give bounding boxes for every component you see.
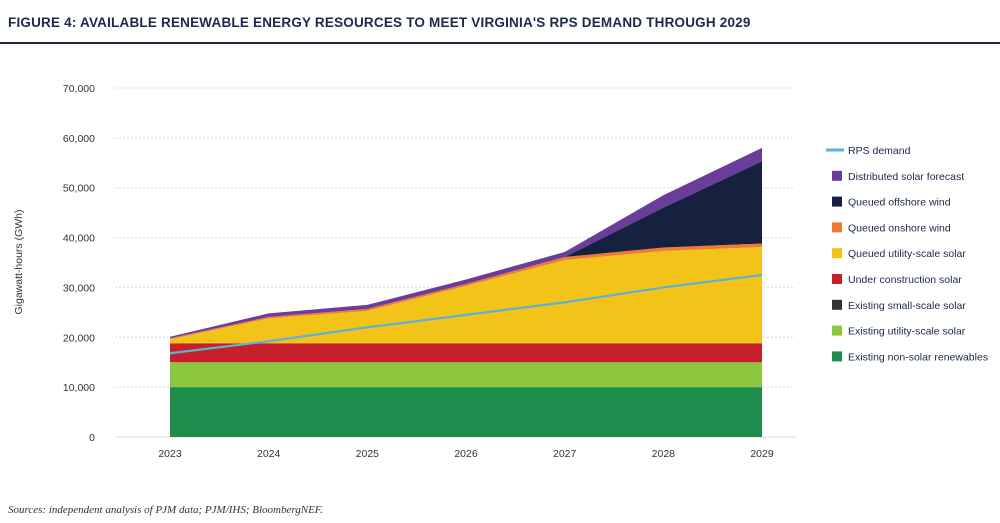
legend-item: Existing small-scale solar — [832, 299, 966, 312]
x-axis-ticks: 2023 2024 2025 2026 2027 2028 2029 — [158, 448, 774, 460]
legend-item: Queued onshore wind — [832, 222, 951, 234]
legend-item: Existing non-solar renewables — [832, 351, 988, 363]
legend-label: Existing utility-scale solar — [848, 326, 966, 338]
legend-item: Under construction solar — [832, 274, 962, 286]
y-axis-ticks: 70,000 60,000 50,000 40,000 30,000 20,000 10,0… — [63, 83, 95, 444]
legend-label: Queued utility-scale solar — [848, 248, 966, 260]
y-tick-label: 70,000 — [63, 83, 95, 95]
x-tick-label: 2023 — [158, 448, 182, 460]
legend-label: Existing small-scale solar — [848, 300, 966, 312]
y-tick-label: 30,000 — [63, 282, 95, 294]
legend-swatch — [832, 196, 842, 207]
legend-swatch — [832, 351, 842, 362]
area-existing-utility-scale-solar — [170, 362, 762, 388]
chart-title: FIGURE 4: AVAILABLE RENEWABLE ENERGY RES… — [8, 15, 751, 30]
x-tick-label: 2025 — [356, 448, 380, 460]
x-tick-label: 2024 — [257, 448, 281, 460]
area-queued-utility-scale-solar — [170, 247, 762, 344]
title-divider — [0, 42, 1000, 44]
legend-item: Distributed solar forecast — [832, 170, 964, 183]
y-tick-label: 60,000 — [63, 133, 95, 145]
y-tick-label: 50,000 — [63, 183, 95, 195]
legend-swatch — [832, 222, 842, 233]
y-tick-label: 40,000 — [63, 233, 95, 245]
legend-label: RPS demand — [848, 145, 911, 157]
legend-item: Existing utility-scale solar — [832, 325, 966, 338]
legend-label: Under construction solar — [848, 274, 962, 286]
y-tick-label: 0 — [89, 432, 95, 444]
x-tick-label: 2026 — [454, 448, 478, 460]
legend-swatch — [832, 170, 842, 181]
y-tick-label: 10,000 — [63, 382, 95, 394]
legend-label: Distributed solar forecast — [848, 171, 964, 183]
y-axis-label: Gigawatt-hours (GWh) — [13, 209, 25, 314]
legend-swatch — [832, 325, 842, 336]
legend: RPS demand Distributed solar forecast Queu… — [826, 145, 988, 363]
legend-swatch — [832, 299, 842, 310]
x-tick-label: 2028 — [652, 448, 676, 460]
area-existing-non-solar-renewables — [170, 387, 762, 437]
stacked-areas — [170, 147, 762, 437]
rps-demand-polyline — [169, 273, 763, 355]
legend-item: RPS demand — [826, 145, 911, 157]
legend-label: Queued onshore wind — [848, 222, 951, 234]
x-tick-label: 2027 — [553, 448, 577, 460]
legend-label: Existing non-solar renewables — [848, 351, 988, 363]
legend-swatch — [832, 248, 842, 259]
legend-swatch — [832, 274, 842, 284]
legend-item: Queued utility-scale solar — [832, 248, 966, 260]
x-tick-label: 2029 — [750, 448, 774, 460]
y-tick-label: 20,000 — [63, 332, 95, 344]
area-under-construction-solar — [170, 343, 762, 363]
rps-demand-line — [169, 273, 763, 355]
source-note: Sources: independent analysis of PJM dat… — [8, 504, 323, 516]
legend-label: Queued offshore wind — [848, 197, 951, 209]
legend-item: Queued offshore wind — [832, 196, 951, 209]
